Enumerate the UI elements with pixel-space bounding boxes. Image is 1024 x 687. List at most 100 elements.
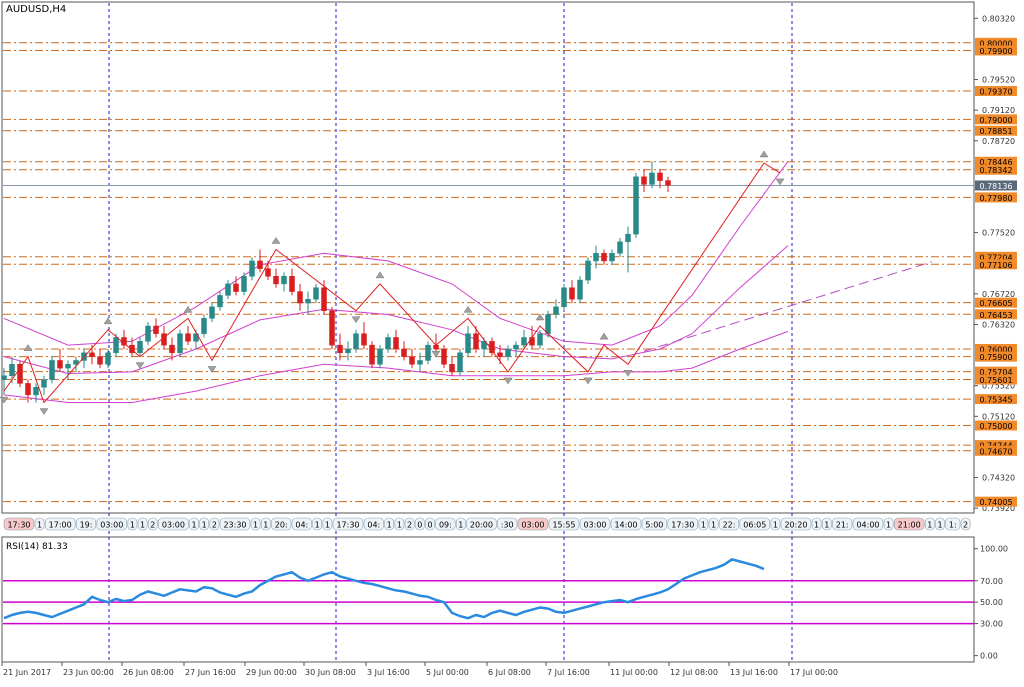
price-level-label-2: 0.79370 [979,88,1012,97]
time-box-label-13: 1 [253,521,258,530]
fractal-arrow-icon-4 [135,362,145,370]
time-box-33 [610,517,642,531]
time-box-label-39: 06:05 [743,521,766,530]
price-level-tag-19 [975,445,1017,456]
fractal-arrow-icon-3 [103,317,113,325]
time-box-label-10: 1 [202,521,207,530]
candle-body-52 [417,360,423,365]
candle-body-73 [585,260,591,281]
candle-body-27 [217,295,223,308]
candle-body-56 [449,364,455,373]
candle-body-9 [73,360,79,365]
candlesticks [1,161,671,403]
price-level-label-8: 0.77204 [979,253,1012,262]
candle-body-39 [313,287,319,300]
candle-body-36 [289,276,295,292]
time-box-19 [332,517,364,531]
time-tick-label-1: 23 Jun 00:00 [63,668,114,677]
time-box-label-30: 03:00 [521,521,544,530]
time-box-label-24: 0 [417,521,422,530]
time-label-strip: 17:30 1 17:00 19: 03:00 1 1 2 03:00 1 1 2 23:30 1 1 20:… [3,517,971,531]
price-level-label-19: 0.74670 [979,447,1012,456]
price-level-tag-0 [975,37,1017,48]
time-box-label-47: 21:00 [898,521,921,530]
time-box-21 [384,517,395,531]
time-box-3 [75,517,97,531]
time-box-5 [127,517,138,531]
time-box-label-3: 19: [80,521,93,530]
time-box-label-45: 04:00 [856,521,879,530]
time-tick-label-8: 6 Jul 08:00 [488,668,531,677]
candle-body-44 [353,333,359,350]
time-box-13 [250,517,261,531]
time-box-45 [852,517,884,531]
bollinger-lower [3,330,789,403]
candle-body-62 [497,352,503,357]
candle-body-80 [641,176,647,185]
candle-body-53 [425,344,431,361]
candle-body-28 [225,283,231,296]
time-box-label-14: 1 [263,521,268,530]
fractal-arrow-icon-6 [207,366,217,373]
time-box-label-9: 1 [191,521,196,530]
time-box-label-38: 22: [723,521,736,530]
time-box-label-23: 2 [407,521,412,530]
time-box-47 [893,517,925,531]
rsi-line [3,558,765,620]
time-axis: 21 Jun 2017 23 Jun 00:00 26 Jun 08:00 27 Ju… [1,662,838,677]
zigzag-line [0,150,785,415]
price-level-label-16: 0.75345 [979,396,1012,405]
price-level-label-6: 0.78342 [979,166,1012,175]
price-level-tag-8 [975,251,1017,262]
fractal-arrow-icon-0 [0,396,9,404]
candle-body-23 [185,333,191,342]
time-box-label-21: 1 [387,521,392,530]
rsi-indicator: 100.00 70.00 50.00 30.00 0.00 [3,545,1008,661]
time-box-10 [199,517,210,531]
candle-body-81 [649,172,655,185]
rsi-pane-frame [1,536,975,663]
time-box-2 [44,517,76,531]
time-box-label-19: 17:30 [336,521,359,530]
candle-body-65 [521,337,527,346]
time-tick-label-6: 3 Jul 16:00 [367,668,410,677]
rsi-tick-label-2: 50.00 [980,598,1003,607]
candle-body-49 [393,337,399,350]
time-tick-label-7: 5 Jul 00:00 [426,668,469,677]
rsi-tick-label-0: 100.00 [980,545,1008,554]
time-box-54 [960,517,971,531]
candle-body-60 [481,341,487,350]
fractal-arrow-icon-14 [583,377,593,385]
price-tick-label-1: 0.79520 [982,76,1015,85]
candle-body-0 [1,375,7,380]
time-box-39 [739,517,771,531]
price-level-tag-10 [975,297,1017,308]
trend-line [643,261,933,352]
dashed-trend-line [643,261,933,352]
time-box-label-17: 1 [315,521,320,530]
candle-body-57 [457,352,463,373]
time-box-27 [455,517,466,531]
time-box-label-53: 1: [949,521,957,530]
time-box-26 [435,517,456,531]
current-price-label: 0.78136 [979,182,1012,191]
candle-body-43 [345,348,351,354]
bollinger-middle [3,245,789,375]
candle-body-22 [177,333,183,354]
candle-body-75 [601,253,607,262]
time-box-31 [548,517,580,531]
time-box-label-54: 2 [963,521,968,530]
price-tick-label-6: 0.76320 [982,320,1015,329]
time-box-label-27: 1 [458,521,463,530]
candle-body-69 [553,306,559,315]
candle-body-78 [625,233,631,243]
time-box-label-1: 1 [37,521,42,530]
candle-body-11 [89,352,95,357]
fractal-arrow-icon-8 [351,316,361,324]
candle-body-14 [113,337,119,354]
price-level-label-10: 0.76605 [979,299,1012,308]
time-box-1 [34,517,45,531]
time-tick-label-12: 13 Jul 16:00 [730,668,778,677]
